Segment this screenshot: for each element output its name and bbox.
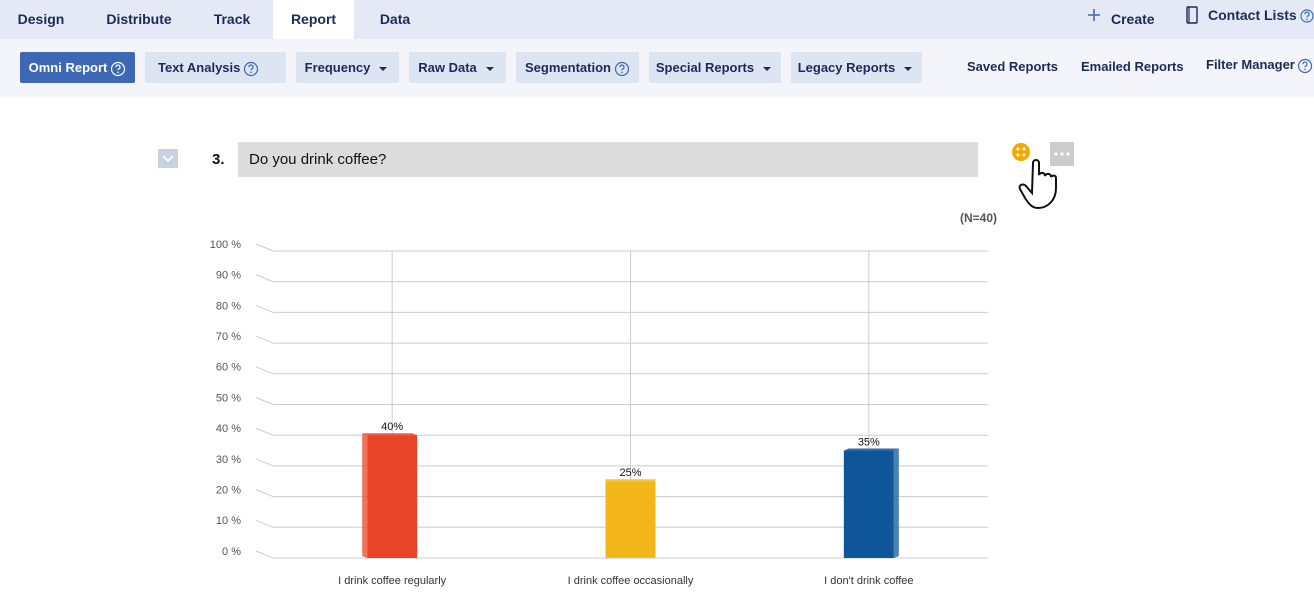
help-icon[interactable] <box>1300 9 1314 23</box>
tab[interactable]: Report <box>273 0 354 39</box>
collapse-toggle[interactable] <box>158 149 178 168</box>
frequency-dropdown[interactable]: Frequency <box>296 52 399 83</box>
grid-line <box>255 427 988 436</box>
caret <box>763 66 772 71</box>
caret <box>379 66 388 71</box>
y-tick-label: 60 % <box>216 362 241 374</box>
sample-size: (N=40) <box>960 211 998 225</box>
y-tick-label: 20 % <box>216 485 241 497</box>
value-label: 40% <box>381 421 403 433</box>
caret <box>904 66 913 71</box>
hand-cursor <box>1018 159 1057 210</box>
question-number: 3. <box>212 151 225 168</box>
create-link[interactable]: Create <box>1111 11 1155 27</box>
help-icon[interactable] <box>1297 58 1313 74</box>
legacy-reports-dropdown[interactable]: Legacy Reports <box>791 52 922 83</box>
grid-line <box>255 489 988 498</box>
tab[interactable]: Distribute <box>106 11 172 27</box>
y-tick-label: 0 % <box>222 546 241 558</box>
segmentation-button[interactable]: Segmentation <box>516 52 639 83</box>
label: Special Reports <box>655 60 755 75</box>
tab[interactable]: Design <box>17 11 65 27</box>
y-tick-label: 90 % <box>216 270 241 282</box>
x-tick-label: I drink coffee occasionally <box>568 575 694 587</box>
y-tick-label: 80 % <box>216 300 241 312</box>
bar-top <box>362 433 418 436</box>
grid-line <box>255 304 988 313</box>
filter-manager-link[interactable]: Filter Manager <box>1206 57 1313 74</box>
tab[interactable]: Track <box>213 11 251 27</box>
label: Omni Report <box>28 60 108 75</box>
y-tick-label: 70 % <box>216 331 241 343</box>
y-tick-label: 10 % <box>216 515 241 527</box>
grid-line <box>255 335 988 344</box>
actions-icons <box>1012 142 1074 210</box>
bar <box>605 481 656 558</box>
raw-data-dropdown[interactable]: Raw Data <box>409 52 506 83</box>
nav-bar: Design Distribute Track Report Data Crea… <box>0 0 1314 39</box>
contacts-icon <box>1186 6 1198 24</box>
bar-top <box>605 479 656 482</box>
x-tick-label: I don't drink coffee <box>824 575 913 587</box>
label: Legacy Reports <box>797 60 896 75</box>
caret <box>485 66 494 71</box>
grid-line <box>255 550 988 559</box>
help-icon[interactable] <box>614 61 630 77</box>
contact-lists-link[interactable]: Contact Lists <box>1208 0 1314 35</box>
tab[interactable]: Data <box>379 11 411 27</box>
saved-reports-link[interactable]: Saved Reports <box>967 59 1059 74</box>
label: Segmentation <box>525 60 611 75</box>
grid-line <box>255 274 988 283</box>
label: Frequency <box>304 60 371 75</box>
label: Text Analysis <box>158 60 241 75</box>
emailed-reports-link[interactable]: Emailed Reports <box>1081 59 1184 74</box>
plus-icon <box>1088 9 1100 21</box>
help-icon[interactable] <box>243 61 259 77</box>
grid-line <box>255 366 988 375</box>
grid-line <box>255 243 988 252</box>
text-analysis-button[interactable]: Text Analysis <box>145 52 286 83</box>
grid-line <box>255 458 988 467</box>
x-tick-label: I drink coffee regularly <box>338 575 447 587</box>
question-text: Do you drink coffee? <box>238 142 978 177</box>
omni-report-button[interactable]: Omni Report <box>20 52 135 83</box>
y-tick-label: 100 % <box>210 239 241 251</box>
label: Contact Lists <box>1208 7 1297 23</box>
y-tick-label: 40 % <box>216 423 241 435</box>
bar-top <box>843 448 899 451</box>
bar <box>843 450 894 558</box>
bar-side <box>893 448 899 558</box>
value-label: 25% <box>619 467 641 479</box>
settings-icon[interactable] <box>1012 143 1030 161</box>
label: Filter Manager <box>1206 57 1295 72</box>
bar <box>367 435 418 558</box>
special-reports-dropdown[interactable]: Special Reports <box>649 52 781 83</box>
bar-side <box>362 433 368 558</box>
value-label: 35% <box>858 436 880 448</box>
label: Raw Data <box>418 60 477 75</box>
help-icon[interactable] <box>110 61 126 77</box>
grid-line <box>255 397 988 405</box>
y-tick-label: 50 % <box>216 392 241 404</box>
grid-line <box>255 519 988 528</box>
y-tick-label: 30 % <box>216 454 241 466</box>
